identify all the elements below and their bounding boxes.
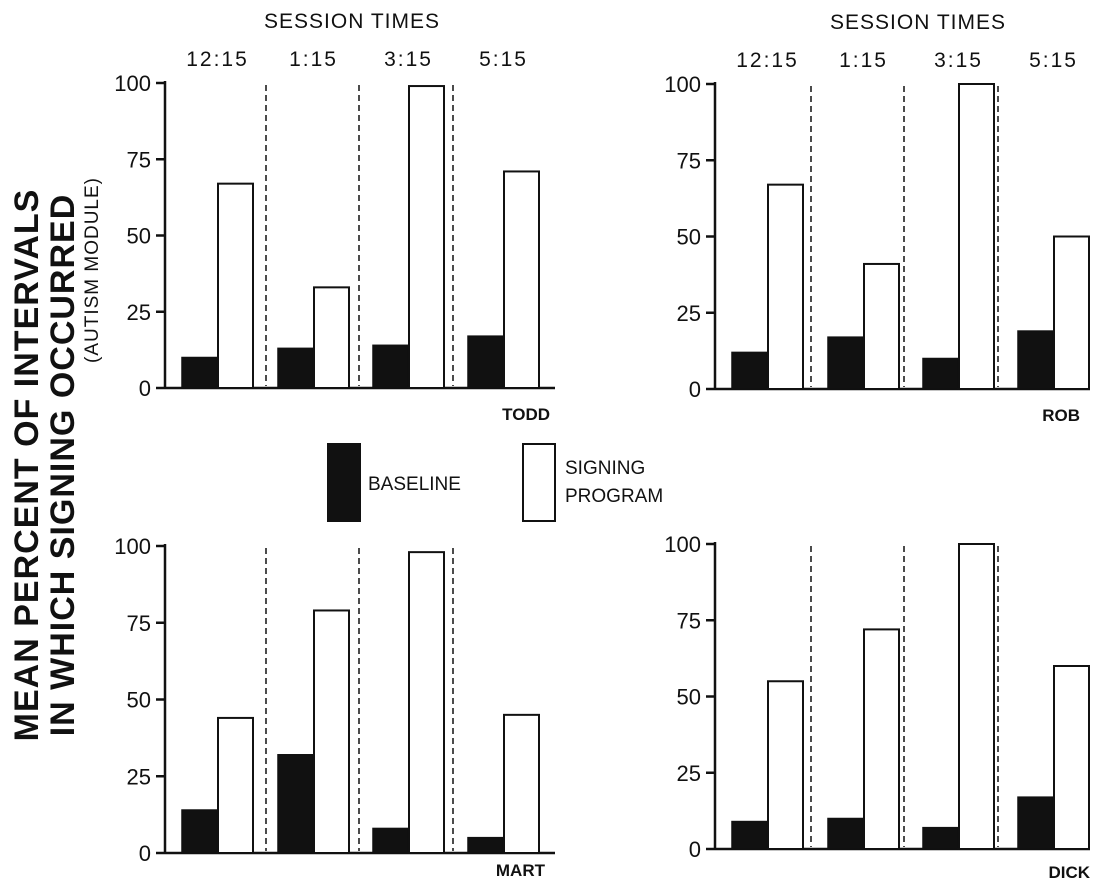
bar-signing-515 xyxy=(503,170,540,389)
bar-signing-115 xyxy=(313,609,350,854)
session-time-label: 3:15 xyxy=(934,49,983,72)
bar-signing-1215 xyxy=(767,680,804,850)
y-tick-label: 0 xyxy=(689,837,701,862)
y-tick-label: 50 xyxy=(127,688,151,713)
bar-baseline-1215 xyxy=(731,351,768,390)
bar-baseline-1215 xyxy=(181,356,218,389)
y-axis-title-line3: (AUTISM MODULE) xyxy=(82,177,103,363)
y-tick-label: 75 xyxy=(127,147,151,172)
bar-baseline-1215 xyxy=(731,820,768,850)
y-tick-label: 100 xyxy=(114,71,151,96)
bar-baseline-115 xyxy=(827,817,864,850)
y-tick-label: 100 xyxy=(114,534,151,559)
y-tick-label: 75 xyxy=(127,611,151,636)
bar-signing-315 xyxy=(408,85,445,390)
participant-name-label: DICK xyxy=(1048,863,1090,882)
legend-baseline-swatch xyxy=(327,443,361,522)
legend: BASELINE SIGNING PROGRAM xyxy=(327,443,663,522)
bar-baseline-115 xyxy=(277,754,314,854)
bar-signing-515 xyxy=(503,713,540,854)
bar-baseline-515 xyxy=(467,335,504,389)
session-time-label: 1:15 xyxy=(839,49,888,72)
participant-name-label: ROB xyxy=(1042,406,1080,425)
session-time-label: 1:15 xyxy=(289,48,338,71)
participant-name-label: TODD xyxy=(502,405,550,424)
panel-dick: 0 25 50 75 100 DICK xyxy=(664,532,1090,882)
bar-signing-115 xyxy=(313,286,350,390)
bar-signing-315 xyxy=(958,83,995,390)
bar-baseline-315 xyxy=(372,827,409,854)
y-tick-label: 100 xyxy=(664,532,701,557)
session-time-label: 3:15 xyxy=(384,48,433,71)
bar-signing-315 xyxy=(958,543,995,850)
session-time-label: 5:15 xyxy=(1029,49,1078,72)
y-tick-label: 50 xyxy=(677,685,701,710)
panel-rob: 0 25 50 75 100 SESSION TIMES 12:15 1:15 3:15 5:15… xyxy=(664,11,1090,425)
y-axis-title-line1: MEAN PERCENT OF INTERVALS xyxy=(8,189,46,742)
y-tick-label: 25 xyxy=(677,301,701,326)
y-tick-label: 0 xyxy=(689,377,701,402)
bar-signing-315 xyxy=(408,551,445,854)
y-tick-label: 100 xyxy=(664,72,701,97)
bar-signing-515 xyxy=(1053,665,1090,850)
legend-signing-swatch xyxy=(522,443,556,522)
bar-signing-1215 xyxy=(217,716,254,854)
y-tick-label: 50 xyxy=(127,224,151,249)
bar-signing-115 xyxy=(863,262,900,391)
bar-signing-115 xyxy=(863,628,900,851)
session-time-label: 5:15 xyxy=(479,48,528,71)
y-tick-label: 0 xyxy=(139,841,151,866)
y-tick-label: 0 xyxy=(139,376,151,401)
session-time-label: 12:15 xyxy=(736,49,799,72)
y-axis-title: MEAN PERCENT OF INTERVALS IN WHICH SIGNI… xyxy=(8,177,103,741)
legend-baseline-label: BASELINE xyxy=(368,474,461,495)
y-tick-label: 25 xyxy=(127,300,151,325)
session-times-header: SESSION TIMES xyxy=(830,11,1006,34)
y-tick-label: 75 xyxy=(677,608,701,633)
panel-todd: 0 25 50 75 100 SESSION TIMES 12:15 1:15 3:15 5:15… xyxy=(114,10,555,424)
y-tick-label: 25 xyxy=(677,761,701,786)
bar-baseline-115 xyxy=(277,347,314,389)
participant-name-label: MART xyxy=(496,861,546,880)
legend-signing-label-line1: SIGNING xyxy=(565,458,645,479)
legend-signing-label-line2: PROGRAM xyxy=(565,486,663,507)
y-tick-label: 50 xyxy=(677,225,701,250)
bar-signing-1215 xyxy=(217,182,254,389)
session-time-label: 12:15 xyxy=(186,48,249,71)
bar-baseline-315 xyxy=(372,344,409,389)
bar-signing-515 xyxy=(1053,235,1090,390)
y-tick-label: 25 xyxy=(127,764,151,789)
bar-baseline-115 xyxy=(827,336,864,390)
bar-baseline-515 xyxy=(1017,796,1054,850)
bar-baseline-315 xyxy=(922,357,959,390)
y-axis-title-line2: IN WHICH SIGNING OCCURRED xyxy=(44,194,82,737)
bar-baseline-515 xyxy=(1017,330,1054,390)
panel-mart: 0 25 50 75 100 MART xyxy=(114,534,555,880)
bar-baseline-315 xyxy=(922,826,959,850)
bar-baseline-515 xyxy=(467,836,504,854)
session-times-header: SESSION TIMES xyxy=(264,10,440,33)
bar-signing-1215 xyxy=(767,183,804,390)
bar-baseline-1215 xyxy=(181,809,218,854)
y-tick-label: 75 xyxy=(677,148,701,173)
panels-group: 0 25 50 75 100 SESSION TIMES 12:15 1:15 3:15 5:15… xyxy=(114,10,1090,882)
